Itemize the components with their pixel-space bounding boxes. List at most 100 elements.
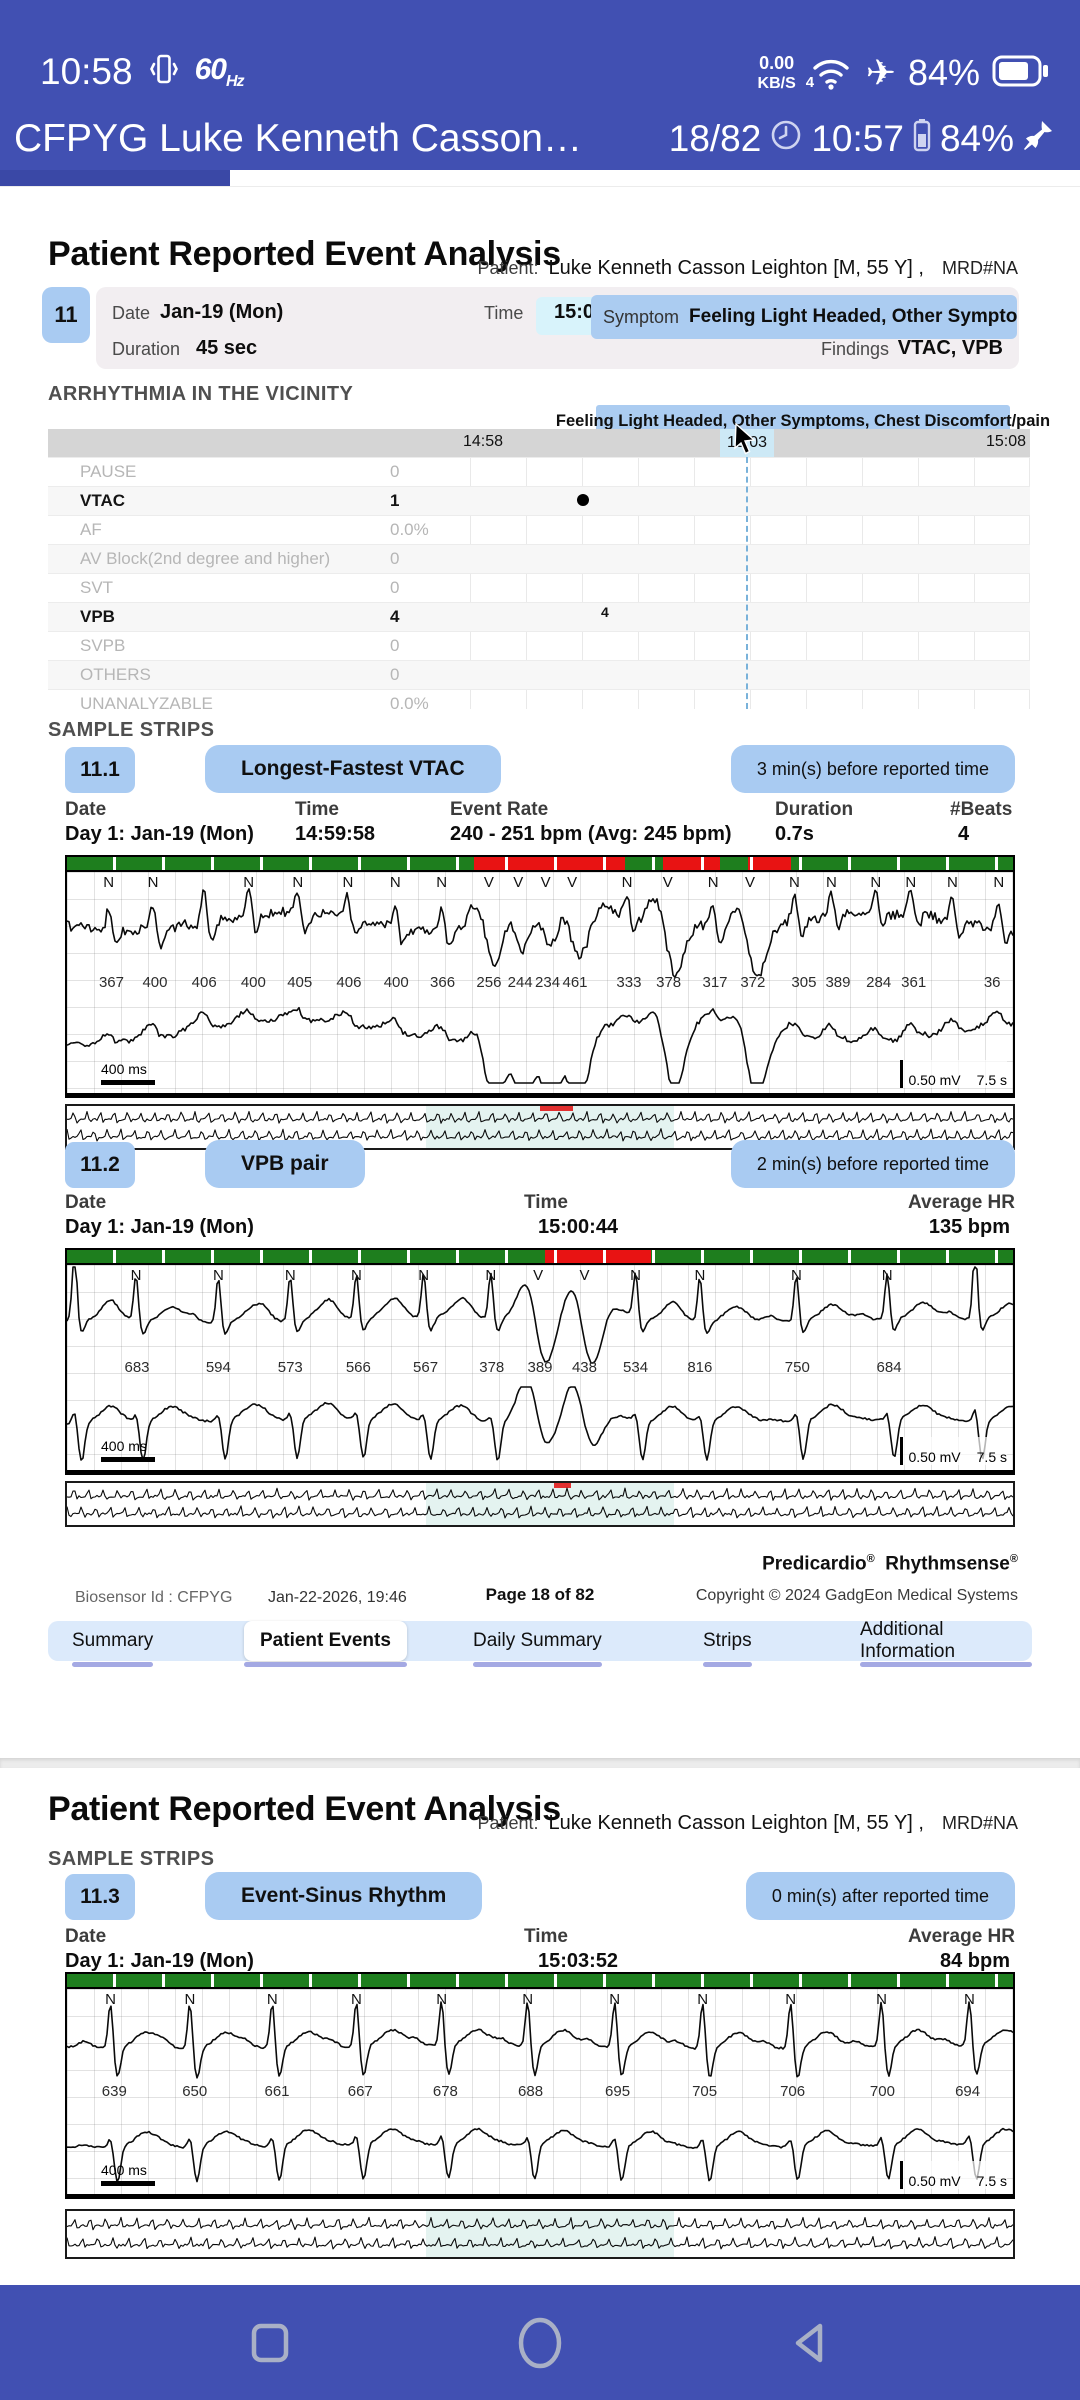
beat-label-V: V bbox=[579, 1267, 590, 1284]
network-speed: 0.00 KB/S bbox=[757, 52, 796, 92]
meta-label: Date bbox=[65, 799, 107, 820]
beat-label-N: N bbox=[292, 874, 304, 891]
meta-value: 14:59:58 bbox=[295, 823, 376, 845]
meta-label: Average HR bbox=[907, 1926, 1015, 1947]
beat-label-N: N bbox=[351, 1267, 362, 1284]
rhythm-color-bar-11-2 bbox=[65, 1248, 1015, 1263]
event-dot-marker bbox=[577, 494, 590, 506]
rr-interval-value: 694 bbox=[955, 2083, 981, 2100]
doc-battery-icon bbox=[912, 117, 932, 162]
recents-button[interactable] bbox=[244, 2317, 296, 2369]
beat-label-N: N bbox=[522, 1991, 534, 2008]
rr-interval-value: 389 bbox=[527, 1359, 553, 1376]
rr-interval-value: 700 bbox=[869, 2083, 895, 2100]
status-bar: 10:58 60Hz 0.00 KB/S 4 ✈ 84% bbox=[0, 0, 1080, 108]
patient-label: Patient: bbox=[477, 258, 539, 278]
event-symptom-highlight: Symptom Feeling Light Headed, Other Symp… bbox=[591, 295, 1017, 339]
event-highlight-region bbox=[426, 1106, 675, 1148]
event-count-marker: 4 bbox=[601, 604, 609, 620]
beat-label-N: N bbox=[790, 1267, 802, 1284]
tab-additional-information[interactable]: Additional Information bbox=[860, 1619, 1032, 1667]
pin-icon[interactable] bbox=[1022, 118, 1054, 160]
document-title[interactable]: CFPYG Luke Kenneth Casson… bbox=[14, 117, 582, 160]
row-value: 1 bbox=[390, 491, 400, 510]
rr-interval-value: 461 bbox=[562, 974, 588, 991]
tab-patient-events[interactable]: Patient Events bbox=[244, 1621, 407, 1667]
rr-interval-value: 367 bbox=[98, 974, 124, 991]
beat-label-N: N bbox=[130, 1267, 142, 1284]
beat-label-N: N bbox=[184, 1991, 196, 2008]
beat-label-N: N bbox=[418, 1267, 430, 1284]
table-row: VTAC 1 bbox=[48, 486, 1030, 515]
row-label: VTAC bbox=[80, 491, 126, 510]
event-findings: VTAC, VPB bbox=[897, 337, 1003, 359]
pdf-viewer-toolbar: CFPYG Luke Kenneth Casson… 18/82 10:57 8… bbox=[0, 108, 1080, 170]
row-label: OTHERS bbox=[80, 665, 151, 684]
row-label: VPB bbox=[80, 607, 115, 626]
meta-value: 84 bpm bbox=[939, 1950, 1010, 1972]
tab-daily-summary[interactable]: Daily Summary bbox=[473, 1621, 602, 1667]
amplitude-scale: 0.50 mV 7.5 s bbox=[899, 2161, 1007, 2189]
beat-label-V: V bbox=[483, 874, 494, 891]
table-row: AV Block(2nd degree and higher) 0 bbox=[48, 544, 1030, 573]
rr-interval-value: 650 bbox=[182, 2083, 208, 2100]
ecg-strip-11-2: N N N N N N V V N N N N 683 594 573 566 567 378 389 438 534… bbox=[65, 1263, 1015, 1475]
rr-intervals: 683 594 573 566 567 378 389 438 534 816 750 684 bbox=[67, 1359, 1013, 1377]
meta-value: Day 1: Jan-19 (Mon) bbox=[65, 823, 254, 845]
rr-intervals: 367 400 406 400 405 406 400 366 256 244 234 461 333 3… bbox=[67, 974, 1013, 992]
strip-note-11-2: 2 min(s) before reported time bbox=[730, 1140, 1015, 1188]
rr-interval-value: 706 bbox=[780, 2083, 806, 2100]
tab-strips[interactable]: Strips bbox=[703, 1621, 752, 1667]
beat-label-N: N bbox=[103, 874, 115, 891]
doc-battery-percent: 84% bbox=[939, 118, 1014, 159]
arrhythmia-table: PAUSE 0 VTAC 1 AF 0.0% AV Block(2nd degree and… bbox=[48, 457, 1030, 713]
vicinity-heading: ARRHYTHMIA IN THE VICINITY bbox=[48, 383, 354, 405]
rhythm-segment-green bbox=[625, 857, 663, 870]
rhythm-segment-green bbox=[650, 1250, 1013, 1263]
row-label: UNANALYZABLE bbox=[80, 694, 213, 713]
event-number-badge: 11 bbox=[42, 287, 90, 343]
report-tab-bar: Summary Patient Events Daily Summary Strips… bbox=[48, 1619, 1032, 1667]
report-page-2: Patient Reported Event Analysis Patient:… bbox=[0, 1768, 1080, 2285]
rr-interval-value: 566 bbox=[345, 1359, 371, 1376]
rr-interval-value: 244 bbox=[507, 974, 533, 991]
rr-interval-value: 372 bbox=[740, 974, 766, 991]
rr-interval-value: 678 bbox=[432, 2083, 458, 2100]
time-label: Time bbox=[484, 303, 524, 323]
ecg-overview-11-3 bbox=[65, 2209, 1015, 2259]
meta-value: 15:03:52 bbox=[538, 1950, 619, 1972]
patient-name: Luke Kenneth Casson Leighton [M, 55 Y] , bbox=[548, 257, 924, 279]
beat-label-N: N bbox=[436, 874, 448, 891]
row-label: SVT bbox=[80, 578, 114, 597]
beat-label-N: N bbox=[905, 874, 917, 891]
row-value: 0.0% bbox=[390, 694, 429, 713]
row-value: 0 bbox=[390, 636, 400, 655]
amplitude-scale: 0.50 mV 7.5 s bbox=[899, 1060, 1007, 1088]
rr-interval-value: 389 bbox=[825, 974, 851, 991]
event-time-marker-line bbox=[746, 457, 748, 709]
rhythm-segment-red bbox=[473, 857, 626, 870]
beat-label-N: N bbox=[785, 1991, 797, 2008]
event-duration: 45 sec bbox=[196, 337, 258, 359]
page-indicator[interactable]: 18/82 bbox=[668, 118, 762, 159]
generated-timestamp: Jan-22-2026, 19:46 bbox=[268, 1589, 407, 1606]
beat-label-N: N bbox=[342, 874, 354, 891]
tab-summary[interactable]: Summary bbox=[72, 1621, 154, 1667]
rr-interval-value: 400 bbox=[383, 974, 409, 991]
rr-interval-value: 567 bbox=[413, 1359, 439, 1376]
android-nav-bar bbox=[0, 2285, 1080, 2400]
rr-interval-value: 816 bbox=[687, 1359, 713, 1376]
beat-label-N: N bbox=[105, 1991, 116, 2008]
vibrate-icon bbox=[147, 49, 181, 94]
back-button[interactable] bbox=[784, 2317, 836, 2369]
rr-interval-value: 405 bbox=[287, 974, 313, 991]
status-clock: 10:58 bbox=[40, 50, 133, 92]
strip-badge-11-3: 11.3 bbox=[65, 1874, 135, 1920]
beat-label-N: N bbox=[630, 1267, 641, 1284]
rr-interval-value: 667 bbox=[347, 2083, 373, 2100]
rr-interval-value: 284 bbox=[866, 974, 892, 991]
scroll-progress-indicator bbox=[0, 170, 230, 186]
home-button[interactable] bbox=[512, 2315, 568, 2371]
beat-label-N: N bbox=[825, 874, 837, 891]
